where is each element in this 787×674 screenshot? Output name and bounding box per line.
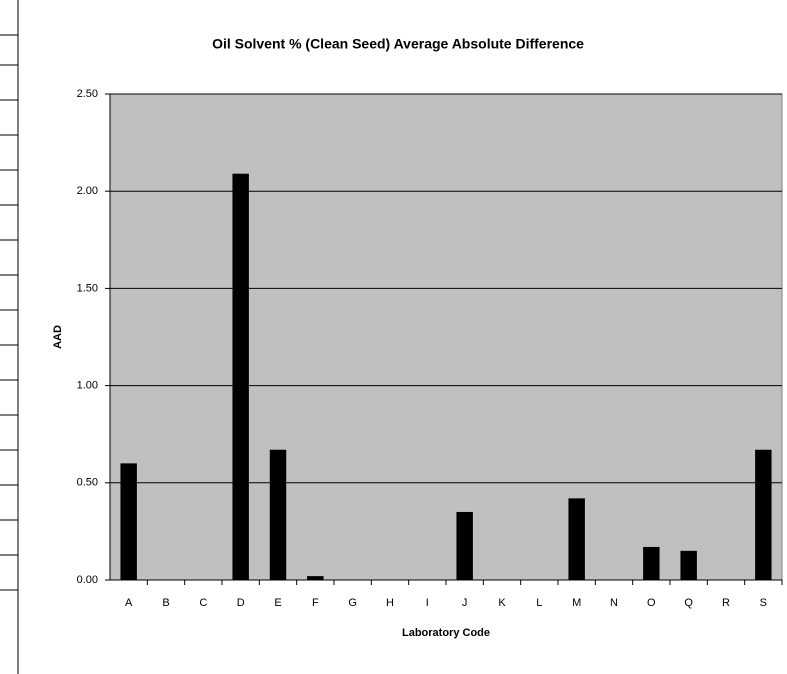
x-tick-label: K	[498, 597, 506, 609]
bar	[643, 546, 660, 580]
x-tick-label: Q	[684, 597, 693, 609]
x-tick-label: M	[572, 597, 581, 609]
x-tick-label: C	[199, 597, 207, 609]
y-tick-label: 0.00	[77, 574, 98, 586]
x-tick-label: J	[462, 597, 468, 609]
x-tick-label: B	[162, 597, 169, 609]
chart-title: Oil Solvent % (Clean Seed) Average Absol…	[212, 36, 584, 52]
x-tick-label: S	[760, 597, 767, 609]
bar	[232, 173, 249, 581]
x-tick-label: D	[237, 597, 245, 609]
bar	[456, 511, 473, 580]
y-axis-label: AAD	[52, 325, 64, 349]
x-tick-label: G	[348, 597, 357, 609]
y-tick-label: 0.50	[77, 477, 98, 489]
x-tick-label: H	[386, 597, 394, 609]
bar	[269, 449, 287, 580]
x-tick-label: I	[426, 597, 429, 609]
x-tick-label: F	[312, 597, 319, 609]
y-tick-label: 1.50	[77, 282, 98, 294]
x-axis-label: Laboratory Code	[402, 627, 490, 639]
x-tick-label: O	[647, 597, 656, 609]
bar	[307, 576, 324, 580]
x-tick-label: N	[610, 597, 618, 609]
bar	[568, 498, 585, 580]
bar	[755, 449, 772, 580]
y-tick-label: 1.00	[77, 380, 98, 392]
x-tick-label: L	[536, 597, 542, 609]
x-tick-label: A	[125, 597, 133, 609]
plot-area	[109, 93, 783, 581]
x-tick-label: E	[274, 597, 281, 609]
bar	[680, 550, 697, 580]
table-border	[0, 0, 19, 674]
y-tick-label: 2.00	[77, 185, 98, 197]
x-tick-label: R	[722, 597, 730, 609]
y-tick-label: 2.50	[77, 88, 98, 100]
bar	[120, 463, 137, 580]
